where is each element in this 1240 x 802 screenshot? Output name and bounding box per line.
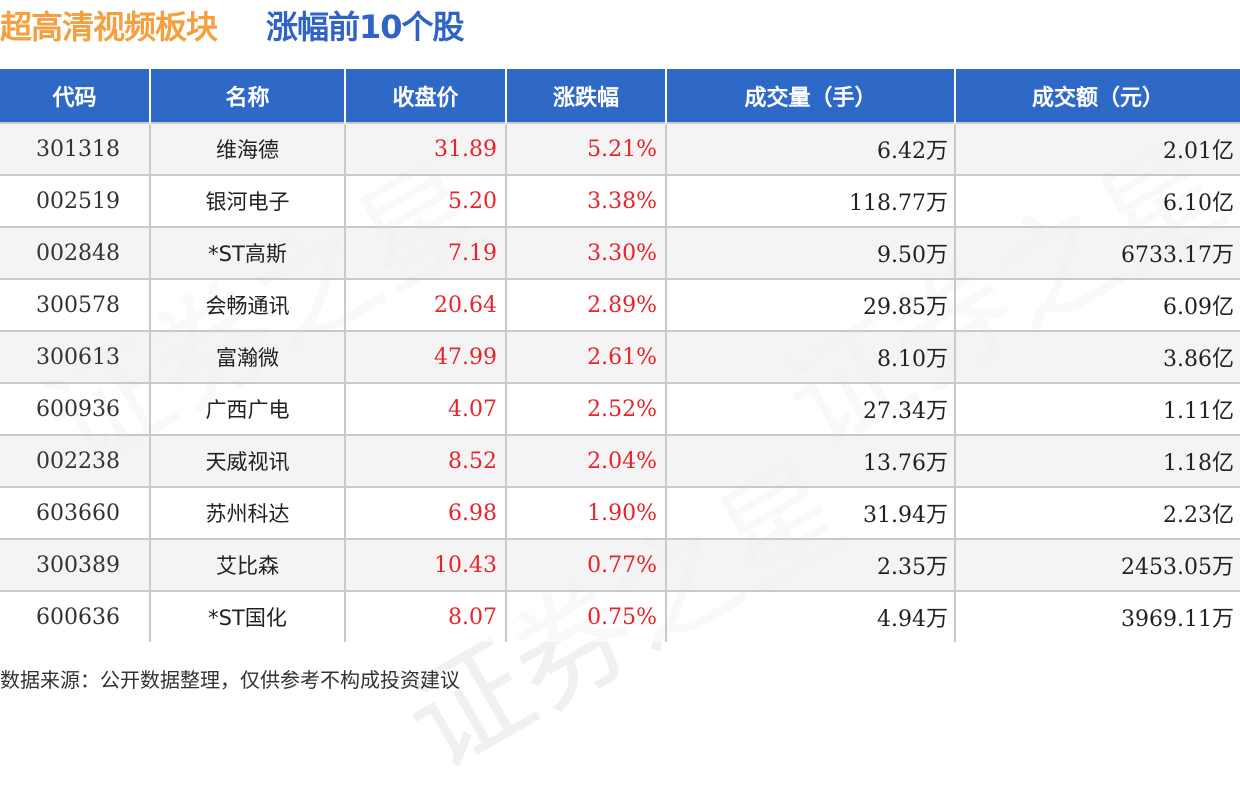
amount-cell: 6.10亿: [954, 174, 1240, 227]
header-volume: 成交量（手）: [665, 69, 955, 123]
amount-cell: 3.86亿: [954, 330, 1240, 383]
amount-cell: 6733.17万: [954, 226, 1240, 279]
stock-code-cell: 002519: [0, 174, 150, 227]
stock-code-cell: 300389: [0, 538, 150, 591]
stock-code-cell: 300613: [0, 330, 150, 383]
table-row: 600636 *ST国化 8.07 0.75% 4.94万 3969.11万: [0, 590, 1240, 642]
table-row: 600936 广西广电 4.07 2.52% 27.34万 1.11亿: [0, 382, 1240, 435]
table-header-row: 代码 名称 收盘价 涨跌幅 成交量（手） 成交额（元）: [0, 69, 1240, 123]
change-percent-cell: 0.77%: [505, 538, 666, 591]
stock-name-cell: 银河电子: [149, 174, 345, 227]
volume-cell: 6.42万: [665, 122, 955, 175]
table-row: 002238 天威视讯 8.52 2.04% 13.76万 1.18亿: [0, 434, 1240, 487]
table-row: 002519 银河电子 5.20 3.38% 118.77万 6.10亿: [0, 174, 1240, 227]
close-price-cell: 8.52: [344, 434, 506, 487]
change-percent-cell: 2.89%: [505, 278, 666, 331]
close-price-cell: 47.99: [344, 330, 506, 383]
volume-cell: 2.35万: [665, 538, 955, 591]
volume-cell: 31.94万: [665, 486, 955, 539]
stock-code-cell: 600636: [0, 590, 150, 642]
change-percent-cell: 0.75%: [505, 590, 666, 642]
change-percent-cell: 2.04%: [505, 434, 666, 487]
stock-name-cell: 广西广电: [149, 382, 345, 435]
close-price-cell: 5.20: [344, 174, 506, 227]
volume-cell: 27.34万: [665, 382, 955, 435]
change-percent-cell: 5.21%: [505, 122, 666, 175]
close-price-cell: 6.98: [344, 486, 506, 539]
volume-cell: 13.76万: [665, 434, 955, 487]
change-percent-cell: 3.30%: [505, 226, 666, 279]
stock-name-cell: 会畅通讯: [149, 278, 345, 331]
stock-name-cell: *ST高斯: [149, 226, 345, 279]
close-price-cell: 10.43: [344, 538, 506, 591]
amount-cell: 3969.11万: [954, 590, 1240, 642]
stock-name-cell: 艾比森: [149, 538, 345, 591]
table-row: 300613 富瀚微 47.99 2.61% 8.10万 3.86亿: [0, 330, 1240, 383]
amount-cell: 1.18亿: [954, 434, 1240, 487]
stock-name-cell: 富瀚微: [149, 330, 345, 383]
header-change: 涨跌幅: [505, 69, 666, 123]
stock-code-cell: 002238: [0, 434, 150, 487]
change-percent-cell: 3.38%: [505, 174, 666, 227]
board-title: 超高清视频板块: [0, 8, 218, 46]
volume-cell: 4.94万: [665, 590, 955, 642]
table-row: 300389 艾比森 10.43 0.77% 2.35万 2453.05万: [0, 538, 1240, 591]
stock-code-cell: 002848: [0, 226, 150, 279]
volume-cell: 9.50万: [665, 226, 955, 279]
amount-cell: 2453.05万: [954, 538, 1240, 591]
stock-code-cell: 603660: [0, 486, 150, 539]
header-close: 收盘价: [344, 69, 506, 123]
table-row: 002848 *ST高斯 7.19 3.30% 9.50万 6733.17万: [0, 226, 1240, 279]
data-source-note: 数据来源：公开数据整理，仅供参考不构成投资建议: [0, 668, 460, 692]
close-price-cell: 4.07: [344, 382, 506, 435]
stock-name-cell: 苏州科达: [149, 486, 345, 539]
header-code: 代码: [52, 85, 97, 111]
stock-name-cell: *ST国化: [149, 590, 345, 642]
change-percent-cell: 2.52%: [505, 382, 666, 435]
stock-code-cell: 600936: [0, 382, 150, 435]
amount-cell: 2.23亿: [954, 486, 1240, 539]
volume-cell: 118.77万: [665, 174, 955, 227]
volume-cell: 29.85万: [665, 278, 955, 331]
volume-cell: 8.10万: [665, 330, 955, 383]
amount-cell: 6.09亿: [954, 278, 1240, 331]
table-row: 603660 苏州科达 6.98 1.90% 31.94万 2.23亿: [0, 486, 1240, 539]
change-percent-cell: 2.61%: [505, 330, 666, 383]
amount-cell: 2.01亿: [954, 122, 1240, 175]
stock-name-cell: 天威视讯: [149, 434, 345, 487]
table-row: 300578 会畅通讯 20.64 2.89% 29.85万 6.09亿: [0, 278, 1240, 331]
amount-cell: 1.11亿: [954, 382, 1240, 435]
title-row: 超高清视频板块 涨幅前10个股: [0, 0, 1240, 56]
header-name: 名称: [149, 69, 345, 123]
stock-table: 代码 名称 收盘价 涨跌幅 成交量（手） 成交额（元） 301318 维海德 31.…: [0, 69, 1240, 642]
stock-code-cell: 300578: [0, 278, 150, 331]
stock-code-cell: 301318: [0, 122, 150, 175]
stock-name-cell: 维海德: [149, 122, 345, 175]
close-price-cell: 31.89: [344, 122, 506, 175]
table-row: 301318 维海德 31.89 5.21% 6.42万 2.01亿: [0, 122, 1240, 175]
close-price-cell: 20.64: [344, 278, 506, 331]
close-price-cell: 8.07: [344, 590, 506, 642]
board-subtitle: 涨幅前10个股: [266, 8, 465, 46]
change-percent-cell: 1.90%: [505, 486, 666, 539]
header-amount: 成交额（元）: [954, 69, 1240, 123]
close-price-cell: 7.19: [344, 226, 506, 279]
